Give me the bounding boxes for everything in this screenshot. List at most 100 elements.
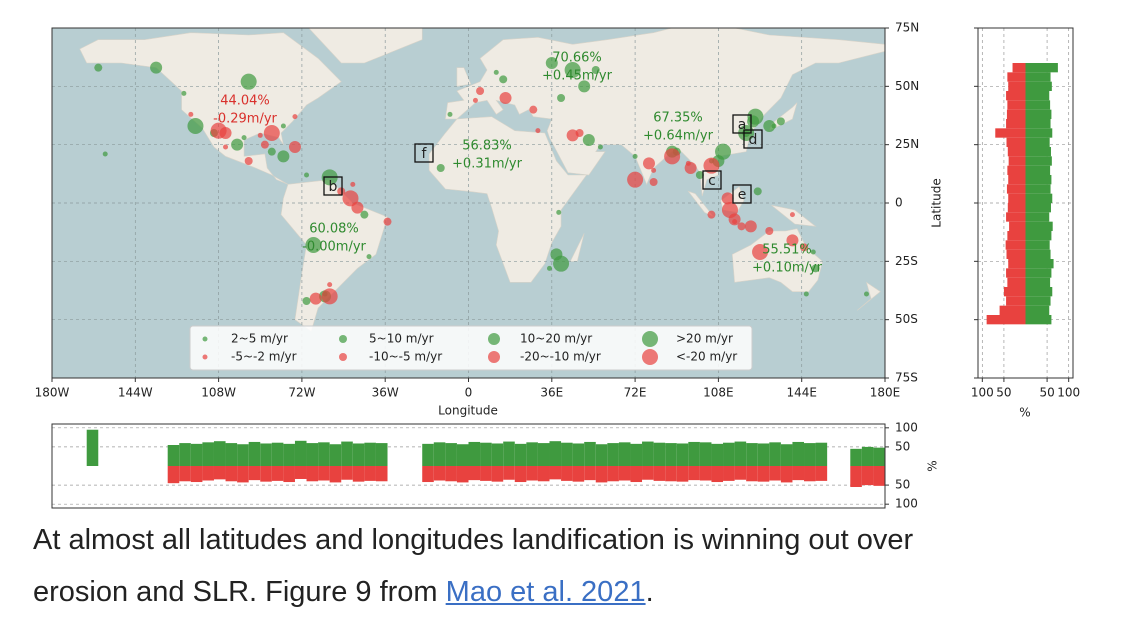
x-axis-label: Longitude: [438, 404, 498, 418]
hist-bar: [225, 466, 238, 482]
legend-marker: [339, 335, 347, 343]
region-label: c: [708, 173, 716, 189]
hist-bar: [491, 466, 504, 482]
landmass: [428, 116, 588, 283]
legend-marker: [642, 349, 658, 365]
hist-bar: [653, 466, 666, 481]
hist-bar: [595, 444, 608, 466]
data-point: [187, 118, 204, 134]
hist-bar: [723, 466, 735, 481]
x-tick-label: 108W: [201, 386, 236, 400]
region-label: f: [422, 146, 428, 162]
x-tick-label: 0: [465, 386, 473, 400]
hist-bar: [676, 466, 689, 482]
data-point: [447, 111, 453, 117]
y-tick-label: 50S: [895, 312, 918, 326]
region-label: a: [738, 117, 747, 133]
hist-bar: [1025, 184, 1051, 194]
data-point: [309, 292, 322, 305]
hist-bar: [190, 443, 203, 466]
hist-bar: [1025, 203, 1051, 213]
y-tick-label: 100: [895, 497, 918, 511]
caption-text: At almost all latitudes and longitudes l…: [33, 524, 914, 556]
data-point: [811, 264, 820, 273]
data-point: [752, 244, 769, 260]
data-point: [337, 187, 346, 196]
legend-box: [189, 325, 753, 371]
data-point: [800, 243, 809, 252]
data-point: [747, 108, 764, 125]
landmass: [79, 32, 342, 185]
hist-bar: [780, 444, 793, 466]
hist-bar: [514, 466, 527, 483]
legend-marker: [202, 354, 208, 360]
data-point: [556, 209, 562, 215]
hist-bar: [1025, 119, 1051, 129]
data-point: [810, 249, 816, 255]
hist-bar: [1003, 287, 1026, 297]
hist-bar: [1006, 249, 1026, 259]
landmass: [445, 28, 885, 197]
y-axis-label: Latitude: [930, 178, 944, 227]
hist-bar: [537, 443, 550, 466]
hist-bar: [995, 128, 1026, 138]
data-point: [342, 190, 359, 207]
hist-bar: [1007, 203, 1026, 213]
y-tick-label: 50: [895, 478, 910, 492]
hist-bar: [1025, 156, 1052, 166]
annotation: +0.45m/yr: [542, 69, 613, 84]
hist-bar: [572, 466, 585, 482]
hist-bar: [642, 441, 654, 466]
land: [79, 28, 885, 332]
hist-bar: [549, 466, 562, 480]
y-tick-label: 75S: [895, 371, 918, 385]
hist-bar: [861, 466, 874, 486]
hist-bar: [179, 466, 191, 482]
hist-bar: [1007, 147, 1026, 157]
annotation: +0.31m/yr: [452, 157, 523, 172]
hist-bar: [1006, 109, 1026, 119]
hist-bar: [375, 443, 388, 466]
region-label: d: [749, 132, 758, 148]
hist-bar: [445, 443, 457, 466]
data-point: [231, 138, 244, 151]
data-point: [715, 143, 732, 160]
data-point: [223, 144, 229, 150]
hist-bar: [653, 442, 666, 466]
data-point: [591, 66, 600, 74]
legend-label: <-20 m/yr: [676, 350, 737, 364]
data-point: [649, 178, 658, 186]
hist-bar: [1006, 296, 1026, 306]
lon-hist-frame: [51, 423, 886, 509]
hist-bar: [711, 466, 724, 483]
data-point: [94, 63, 103, 72]
data-point: [263, 125, 280, 141]
hist-bar: [1007, 165, 1026, 175]
hist-bar: [618, 466, 631, 481]
hist-bar: [468, 441, 481, 466]
citation-link[interactable]: Mao et al. 2021: [445, 576, 646, 608]
data-point: [721, 202, 738, 218]
data-point: [181, 90, 187, 96]
hist-bar: [190, 466, 203, 483]
data-point: [535, 128, 541, 134]
hist-bar: [780, 466, 793, 483]
data-point: [240, 73, 257, 90]
legend-marker: [642, 331, 658, 347]
hist-bar: [595, 466, 608, 483]
hist-bar: [1025, 91, 1050, 101]
hist-bar: [711, 443, 724, 466]
hist-bar: [561, 442, 573, 466]
hist-bar: [1025, 165, 1051, 175]
hist-bar: [1008, 259, 1026, 269]
hist-bar: [1008, 156, 1026, 166]
legend-label: 5~10 m/yr: [369, 332, 434, 346]
hist-bar: [294, 440, 307, 466]
data-point: [707, 210, 716, 219]
hist-bar: [445, 466, 457, 482]
annotation: 56.83%: [462, 139, 512, 154]
plot-layer: 180W 144W 108W 72W 36W 0 36E 72E 108E 144E 180E75S…: [35, 21, 1081, 511]
data-point: [472, 97, 478, 103]
hist-bar: [329, 466, 342, 483]
